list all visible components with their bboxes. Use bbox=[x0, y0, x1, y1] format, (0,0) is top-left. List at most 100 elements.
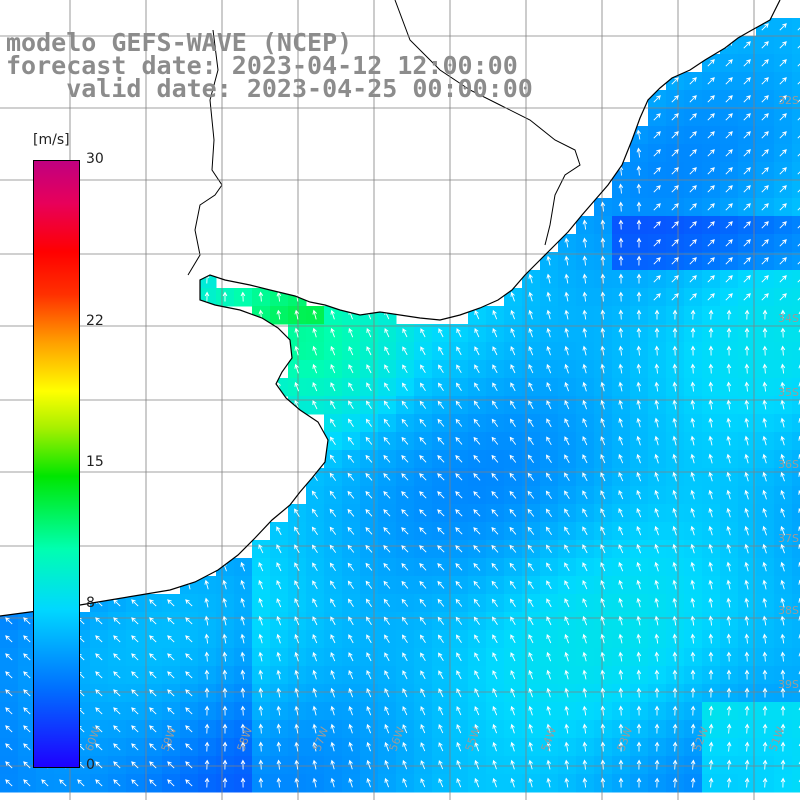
wind-arrow bbox=[690, 669, 696, 680]
wind-arrow bbox=[438, 346, 444, 356]
wind-arrow bbox=[726, 399, 732, 410]
wind-arrow bbox=[708, 741, 714, 752]
wind-arrow bbox=[780, 561, 785, 572]
colorbar-unit: [m/s] bbox=[33, 132, 70, 148]
wind-arrow bbox=[491, 598, 498, 607]
wind-arrow bbox=[59, 779, 67, 787]
border-line bbox=[394, 0, 581, 246]
wind-arrow bbox=[726, 579, 731, 590]
wind-arrow bbox=[707, 131, 715, 139]
wind-arrow bbox=[653, 203, 661, 211]
wind-arrow bbox=[185, 779, 193, 787]
wind-arrow bbox=[653, 239, 661, 247]
wind-arrow bbox=[366, 759, 371, 770]
wind-arrow bbox=[167, 743, 175, 751]
wind-arrow bbox=[582, 759, 588, 770]
wind-arrow bbox=[528, 598, 534, 608]
wind-arrow bbox=[401, 509, 409, 517]
wind-arrow bbox=[797, 189, 800, 193]
wind-arrow bbox=[671, 149, 679, 157]
wind-arrow bbox=[528, 273, 533, 284]
wind-arrow bbox=[420, 652, 426, 662]
wind-arrow bbox=[276, 526, 282, 536]
wind-arrow bbox=[653, 185, 661, 193]
wind-arrow bbox=[582, 651, 587, 662]
wind-arrow bbox=[726, 561, 731, 572]
wind-arrow bbox=[401, 473, 409, 481]
wind-arrow bbox=[455, 436, 463, 445]
wind-arrow bbox=[780, 705, 786, 716]
wind-arrow bbox=[113, 635, 121, 643]
speed-cell bbox=[792, 774, 800, 793]
wind-arrow bbox=[402, 706, 408, 716]
wind-arrow bbox=[401, 382, 408, 391]
wind-arrow bbox=[725, 185, 733, 193]
wind-arrow bbox=[546, 598, 552, 608]
wind-arrow bbox=[600, 417, 606, 428]
wind-arrow bbox=[726, 327, 732, 338]
wind-arrow bbox=[456, 759, 462, 770]
wind-arrow bbox=[654, 561, 659, 572]
wind-arrow bbox=[672, 705, 678, 716]
wind-arrow bbox=[653, 167, 661, 175]
wind-arrow bbox=[725, 149, 733, 157]
wind-arrow bbox=[779, 113, 787, 121]
wind-arrow bbox=[312, 363, 318, 374]
wind-arrow bbox=[366, 634, 372, 644]
wind-arrow bbox=[744, 471, 749, 482]
wind-arrow bbox=[420, 688, 426, 698]
wind-arrow bbox=[240, 579, 245, 590]
wind-arrow bbox=[455, 400, 463, 409]
wind-arrow bbox=[780, 759, 786, 770]
wind-arrow bbox=[725, 257, 733, 265]
wind-arrow bbox=[690, 345, 696, 356]
wind-arrow bbox=[726, 615, 732, 626]
wind-arrow bbox=[492, 759, 497, 770]
wind-arrow bbox=[222, 705, 228, 716]
wind-arrow bbox=[690, 561, 695, 572]
wind-arrow bbox=[564, 418, 570, 428]
wind-arrow bbox=[672, 543, 677, 554]
speed-cell bbox=[792, 540, 800, 559]
wind-arrow bbox=[365, 418, 372, 427]
wind-arrow bbox=[528, 723, 533, 734]
wind-arrow bbox=[510, 364, 516, 374]
wind-arrow bbox=[240, 561, 246, 572]
wind-arrow bbox=[383, 400, 390, 409]
wind-arrow bbox=[528, 309, 533, 320]
wind-arrow bbox=[528, 634, 534, 644]
wind-arrow bbox=[725, 113, 733, 121]
wind-arrow bbox=[636, 633, 642, 644]
wind-arrow bbox=[312, 327, 317, 338]
wind-arrow bbox=[743, 203, 751, 211]
wind-arrow bbox=[600, 633, 605, 644]
wind-arrow bbox=[726, 543, 731, 554]
wind-arrow bbox=[455, 473, 463, 481]
wind-arrow bbox=[474, 328, 480, 338]
wind-arrow bbox=[653, 293, 661, 301]
wind-arrow bbox=[473, 454, 481, 463]
wind-arrow bbox=[131, 779, 139, 787]
wind-arrow bbox=[762, 381, 768, 392]
wind-arrow bbox=[546, 759, 552, 770]
wind-arrow bbox=[546, 400, 552, 410]
wind-arrow bbox=[689, 239, 697, 247]
wind-arrow bbox=[671, 293, 679, 301]
wind-arrow bbox=[582, 633, 587, 644]
wind-arrow bbox=[131, 761, 139, 769]
speed-cell bbox=[792, 702, 800, 721]
speed-cell bbox=[792, 756, 800, 775]
wind-arrow bbox=[600, 705, 606, 716]
wind-arrow bbox=[455, 382, 462, 391]
wind-arrow bbox=[204, 579, 209, 590]
wind-arrow bbox=[636, 741, 642, 752]
wind-arrow bbox=[528, 400, 534, 410]
wind-arrow bbox=[330, 616, 336, 626]
wind-arrow bbox=[762, 615, 768, 626]
wind-arrow bbox=[258, 705, 264, 716]
wind-arrow bbox=[311, 508, 318, 517]
wind-arrow bbox=[654, 597, 659, 608]
wind-arrow bbox=[509, 526, 517, 535]
wind-arrow bbox=[510, 759, 515, 770]
wind-arrow bbox=[582, 544, 588, 554]
